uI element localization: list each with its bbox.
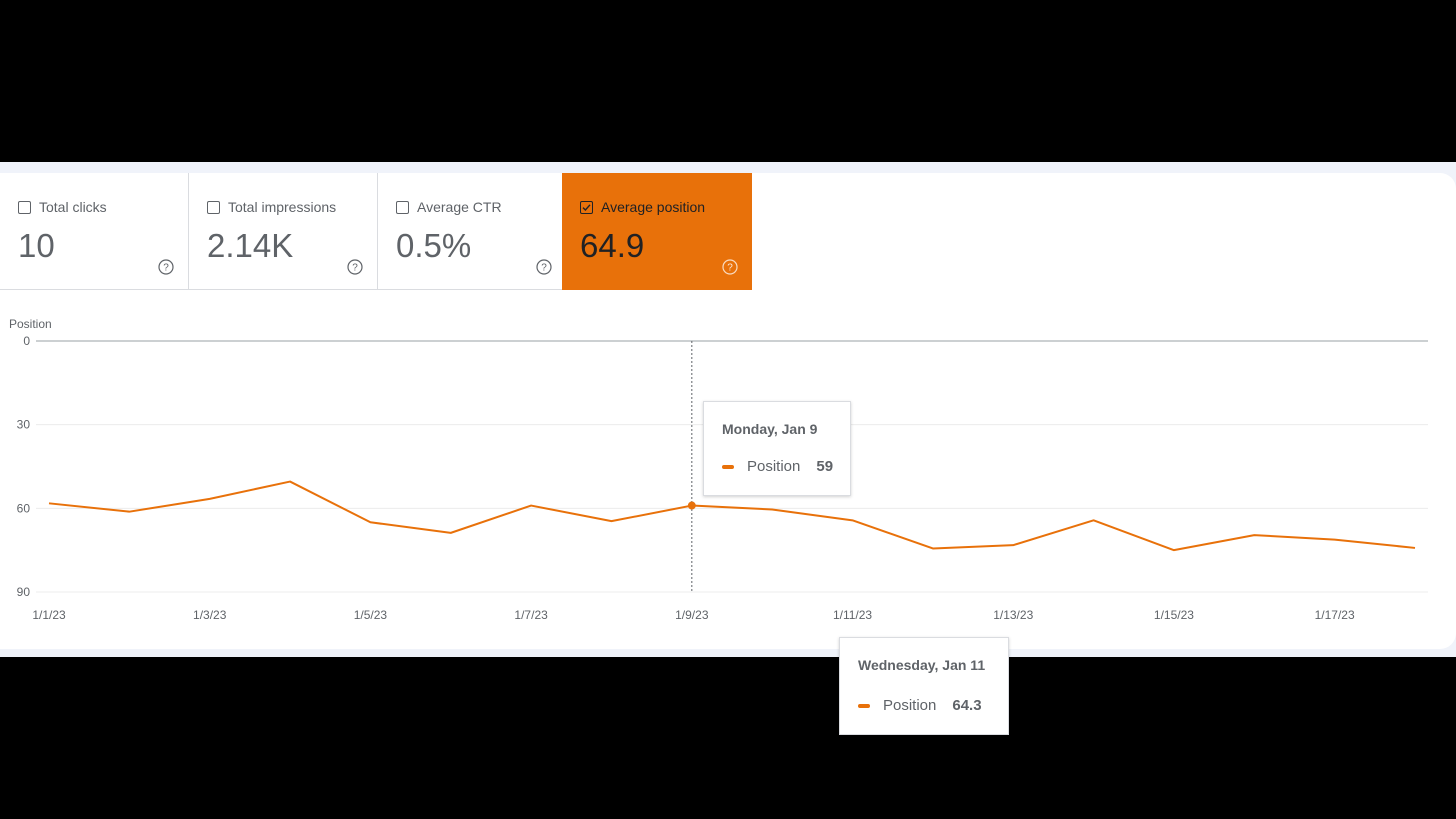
svg-text:?: ? [163,263,169,274]
tooltip-jan-9: Monday, Jan 9 Position 59 [703,401,851,496]
y-tick-label: 60 [17,501,31,515]
tooltip-value: 59 [816,458,834,475]
x-tick-label: 1/9/23 [675,608,709,622]
metric-total-clicks[interactable]: Total clicks 10 ? [0,173,189,290]
help-icon[interactable]: ? [722,259,738,275]
checkbox-checked-icon[interactable] [580,200,593,214]
tooltip-date: Monday, Jan 9 [722,421,818,437]
checkbox-icon[interactable] [396,200,409,214]
y-tick-label: 90 [17,585,31,599]
y-tick-label: 30 [17,418,31,432]
tooltip-date: Wednesday, Jan 11 [858,657,986,673]
tooltip-jan-11: Wednesday, Jan 11 Position 64.3 [839,637,1009,735]
checkbox-icon[interactable] [207,200,220,214]
series-swatch [722,464,734,469]
tooltip-series-name: Position [747,458,801,475]
x-tick-label: 1/17/23 [1315,608,1355,622]
y-axis-title: Position [9,317,52,331]
checkbox-icon[interactable] [18,200,31,214]
svg-text:?: ? [352,263,358,274]
metric-label: Total clicks [39,199,107,215]
tooltip-value: 64.3 [952,697,982,714]
metric-value: 2.14K [207,227,294,264]
x-tick-label: 1/5/23 [354,608,388,622]
data-point-hovered[interactable] [687,501,696,510]
metric-value: 64.9 [580,227,645,264]
series-swatch [858,703,870,708]
metric-total-impressions[interactable]: Total impressions 2.14K ? [189,173,378,290]
svg-text:?: ? [727,263,733,274]
x-tick-label: 1/7/23 [514,608,548,622]
metric-label: Average CTR [417,199,502,215]
metric-value: 10 [18,227,55,264]
metric-value: 0.5% [396,227,472,264]
tooltip-series-name: Position [883,697,937,714]
help-icon[interactable]: ? [158,259,174,275]
help-icon[interactable]: ? [347,259,363,275]
metric-label: Average position [601,199,706,215]
x-tick-label: 1/13/23 [993,608,1033,622]
metric-average-position[interactable]: Average position 64.9 ? [562,173,752,290]
series-line-position [48,480,1416,552]
x-tick-label: 1/11/23 [833,608,872,622]
x-tick-label: 1/3/23 [193,608,227,622]
x-tick-label: 1/1/23 [32,608,66,622]
y-tick-label: 0 [23,334,30,348]
help-icon[interactable]: ? [536,259,552,275]
svg-text:?: ? [541,263,547,274]
x-tick-label: 1/15/23 [1154,608,1194,622]
metric-label: Total impressions [228,199,337,215]
